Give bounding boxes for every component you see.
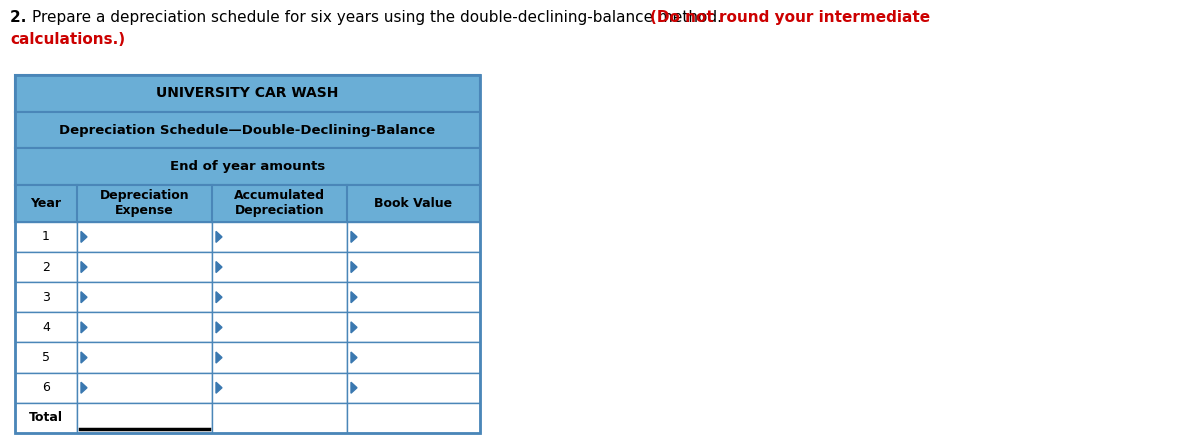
Text: Depreciation Schedule—Double-Declining-Balance: Depreciation Schedule—Double-Declining-B… bbox=[60, 124, 436, 136]
Text: UNIVERSITY CAR WASH: UNIVERSITY CAR WASH bbox=[156, 86, 338, 100]
Text: 6: 6 bbox=[42, 381, 50, 394]
Text: Year: Year bbox=[30, 197, 61, 210]
Text: Total: Total bbox=[29, 411, 64, 425]
Text: calculations.): calculations.) bbox=[10, 32, 125, 47]
Text: Book Value: Book Value bbox=[374, 197, 452, 210]
Text: 2: 2 bbox=[42, 260, 50, 274]
Text: 3: 3 bbox=[42, 291, 50, 304]
Text: (Do not round your intermediate: (Do not round your intermediate bbox=[650, 10, 930, 25]
Text: End of year amounts: End of year amounts bbox=[170, 160, 325, 173]
Text: Depreciation
Expense: Depreciation Expense bbox=[100, 190, 190, 217]
Text: Accumulated
Depreciation: Accumulated Depreciation bbox=[234, 190, 325, 217]
Text: 4: 4 bbox=[42, 321, 50, 334]
Text: Prepare a depreciation schedule for six years using the double-declining-balance: Prepare a depreciation schedule for six … bbox=[32, 10, 727, 25]
Text: 1: 1 bbox=[42, 231, 50, 243]
Text: 2.: 2. bbox=[10, 10, 31, 25]
Text: 5: 5 bbox=[42, 351, 50, 364]
